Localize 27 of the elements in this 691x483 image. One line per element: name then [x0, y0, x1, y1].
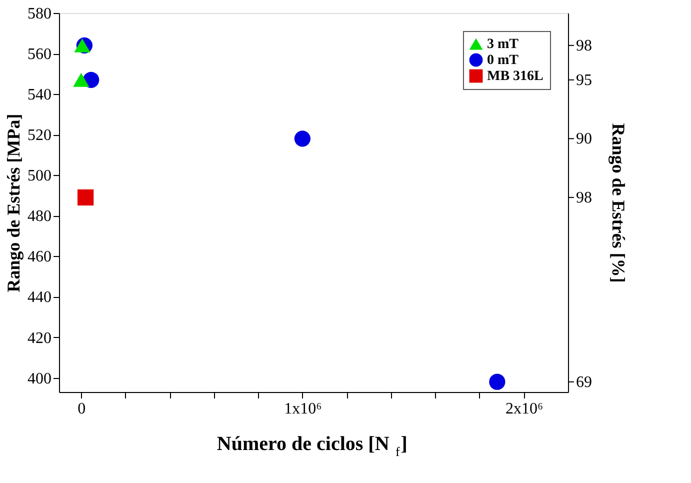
text: 98: [576, 189, 592, 206]
point: [73, 72, 90, 87]
point: [294, 130, 310, 147]
legend-label: 0 mT: [487, 53, 520, 68]
y-tick-label: 460: [28, 248, 52, 266]
point: [489, 374, 506, 390]
y-axis-title: Rango de Estrés [MPa]: [4, 114, 24, 292]
y-tick-label: 480: [28, 208, 52, 226]
text: 98: [576, 37, 592, 54]
y-tick-label: 420: [28, 330, 52, 347]
text: 69: [576, 374, 592, 391]
x-tick-label: 1x10⁶: [284, 400, 322, 418]
legend-label: MB 316L: [487, 69, 544, 84]
y-tick-label: 440: [28, 289, 52, 306]
y-tick-label: 400: [28, 370, 52, 388]
point: [77, 189, 94, 206]
y-tick-label: 560: [28, 46, 52, 64]
y-tick-label: 540: [28, 86, 52, 104]
y2-axis-title: Rango de Estrés [%]: [608, 123, 628, 283]
y-tick-label: 580: [28, 6, 52, 22]
y-tick-label: 500: [28, 168, 52, 185]
x-tick-label: 0: [78, 400, 86, 418]
text: 90: [576, 130, 592, 148]
x-tick-label: 2x10⁶: [505, 400, 544, 418]
y-tick-label: 520: [28, 127, 52, 144]
legend-label: 3 mT: [487, 37, 520, 52]
text: 95: [576, 72, 592, 89]
